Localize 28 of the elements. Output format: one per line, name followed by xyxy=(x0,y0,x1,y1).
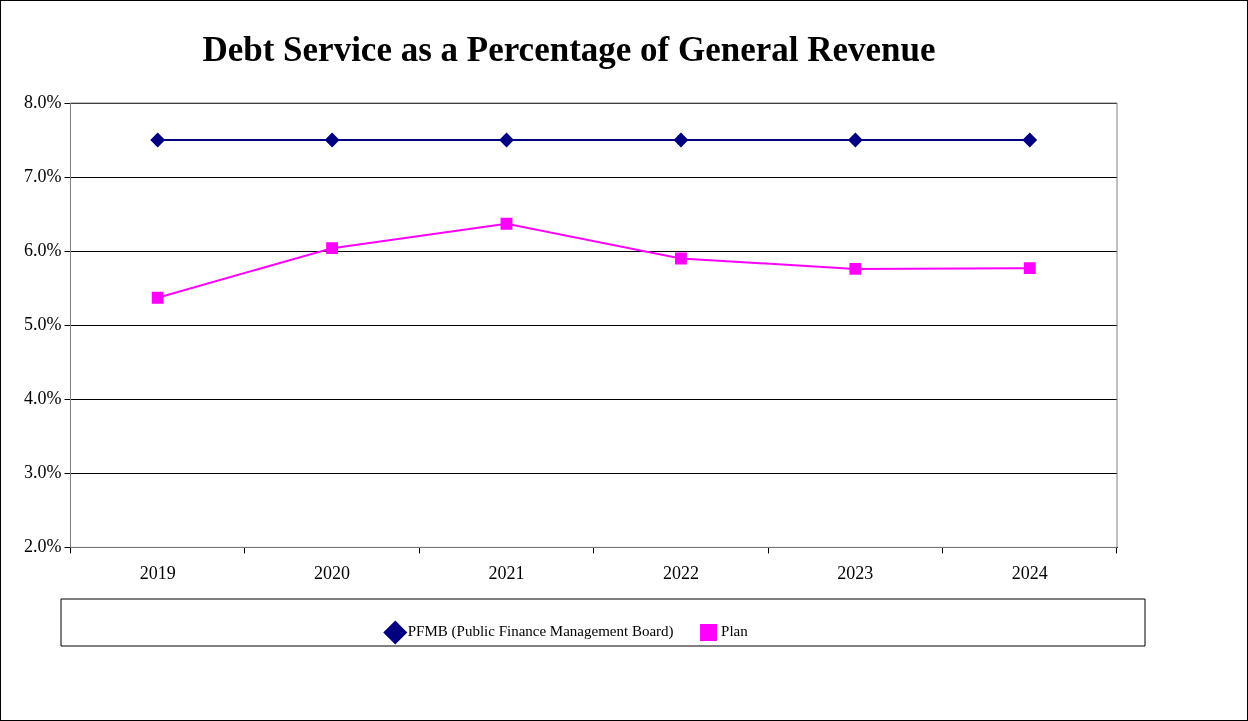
y-tick-label: 7.0% xyxy=(23,165,62,186)
x-tick-label: 2022 xyxy=(662,562,699,583)
y-tick-label: 6.0% xyxy=(23,239,62,260)
x-tick-label: 2024 xyxy=(1011,562,1048,583)
x-tick-label: 2023 xyxy=(837,562,874,583)
point xyxy=(848,133,863,148)
point xyxy=(325,133,340,148)
y-tick-label: 8.0% xyxy=(23,91,62,112)
y-tick-label: 5.0% xyxy=(23,313,62,334)
point xyxy=(1022,133,1037,148)
x-tick-label: 2021 xyxy=(488,562,525,583)
legend-label: Plan xyxy=(721,623,749,640)
point xyxy=(673,133,688,148)
y-tick-label: 4.0% xyxy=(23,388,62,408)
y-tick-label: 2.0% xyxy=(23,536,62,557)
point xyxy=(500,217,513,230)
x-tick-label: 2019 xyxy=(139,562,176,583)
chart-title: Debt Service as a Percentage of General Revenue xyxy=(202,30,936,70)
point xyxy=(151,291,164,304)
y-tick-label: 3.0% xyxy=(23,462,62,483)
point xyxy=(326,242,339,255)
legend-label: PFMB (Public Finance Management Board) xyxy=(407,623,674,641)
point xyxy=(150,133,165,148)
point xyxy=(849,262,862,275)
point xyxy=(675,252,687,265)
point xyxy=(1023,262,1036,275)
x-tick-label: 2020 xyxy=(314,562,351,583)
point xyxy=(499,133,514,148)
